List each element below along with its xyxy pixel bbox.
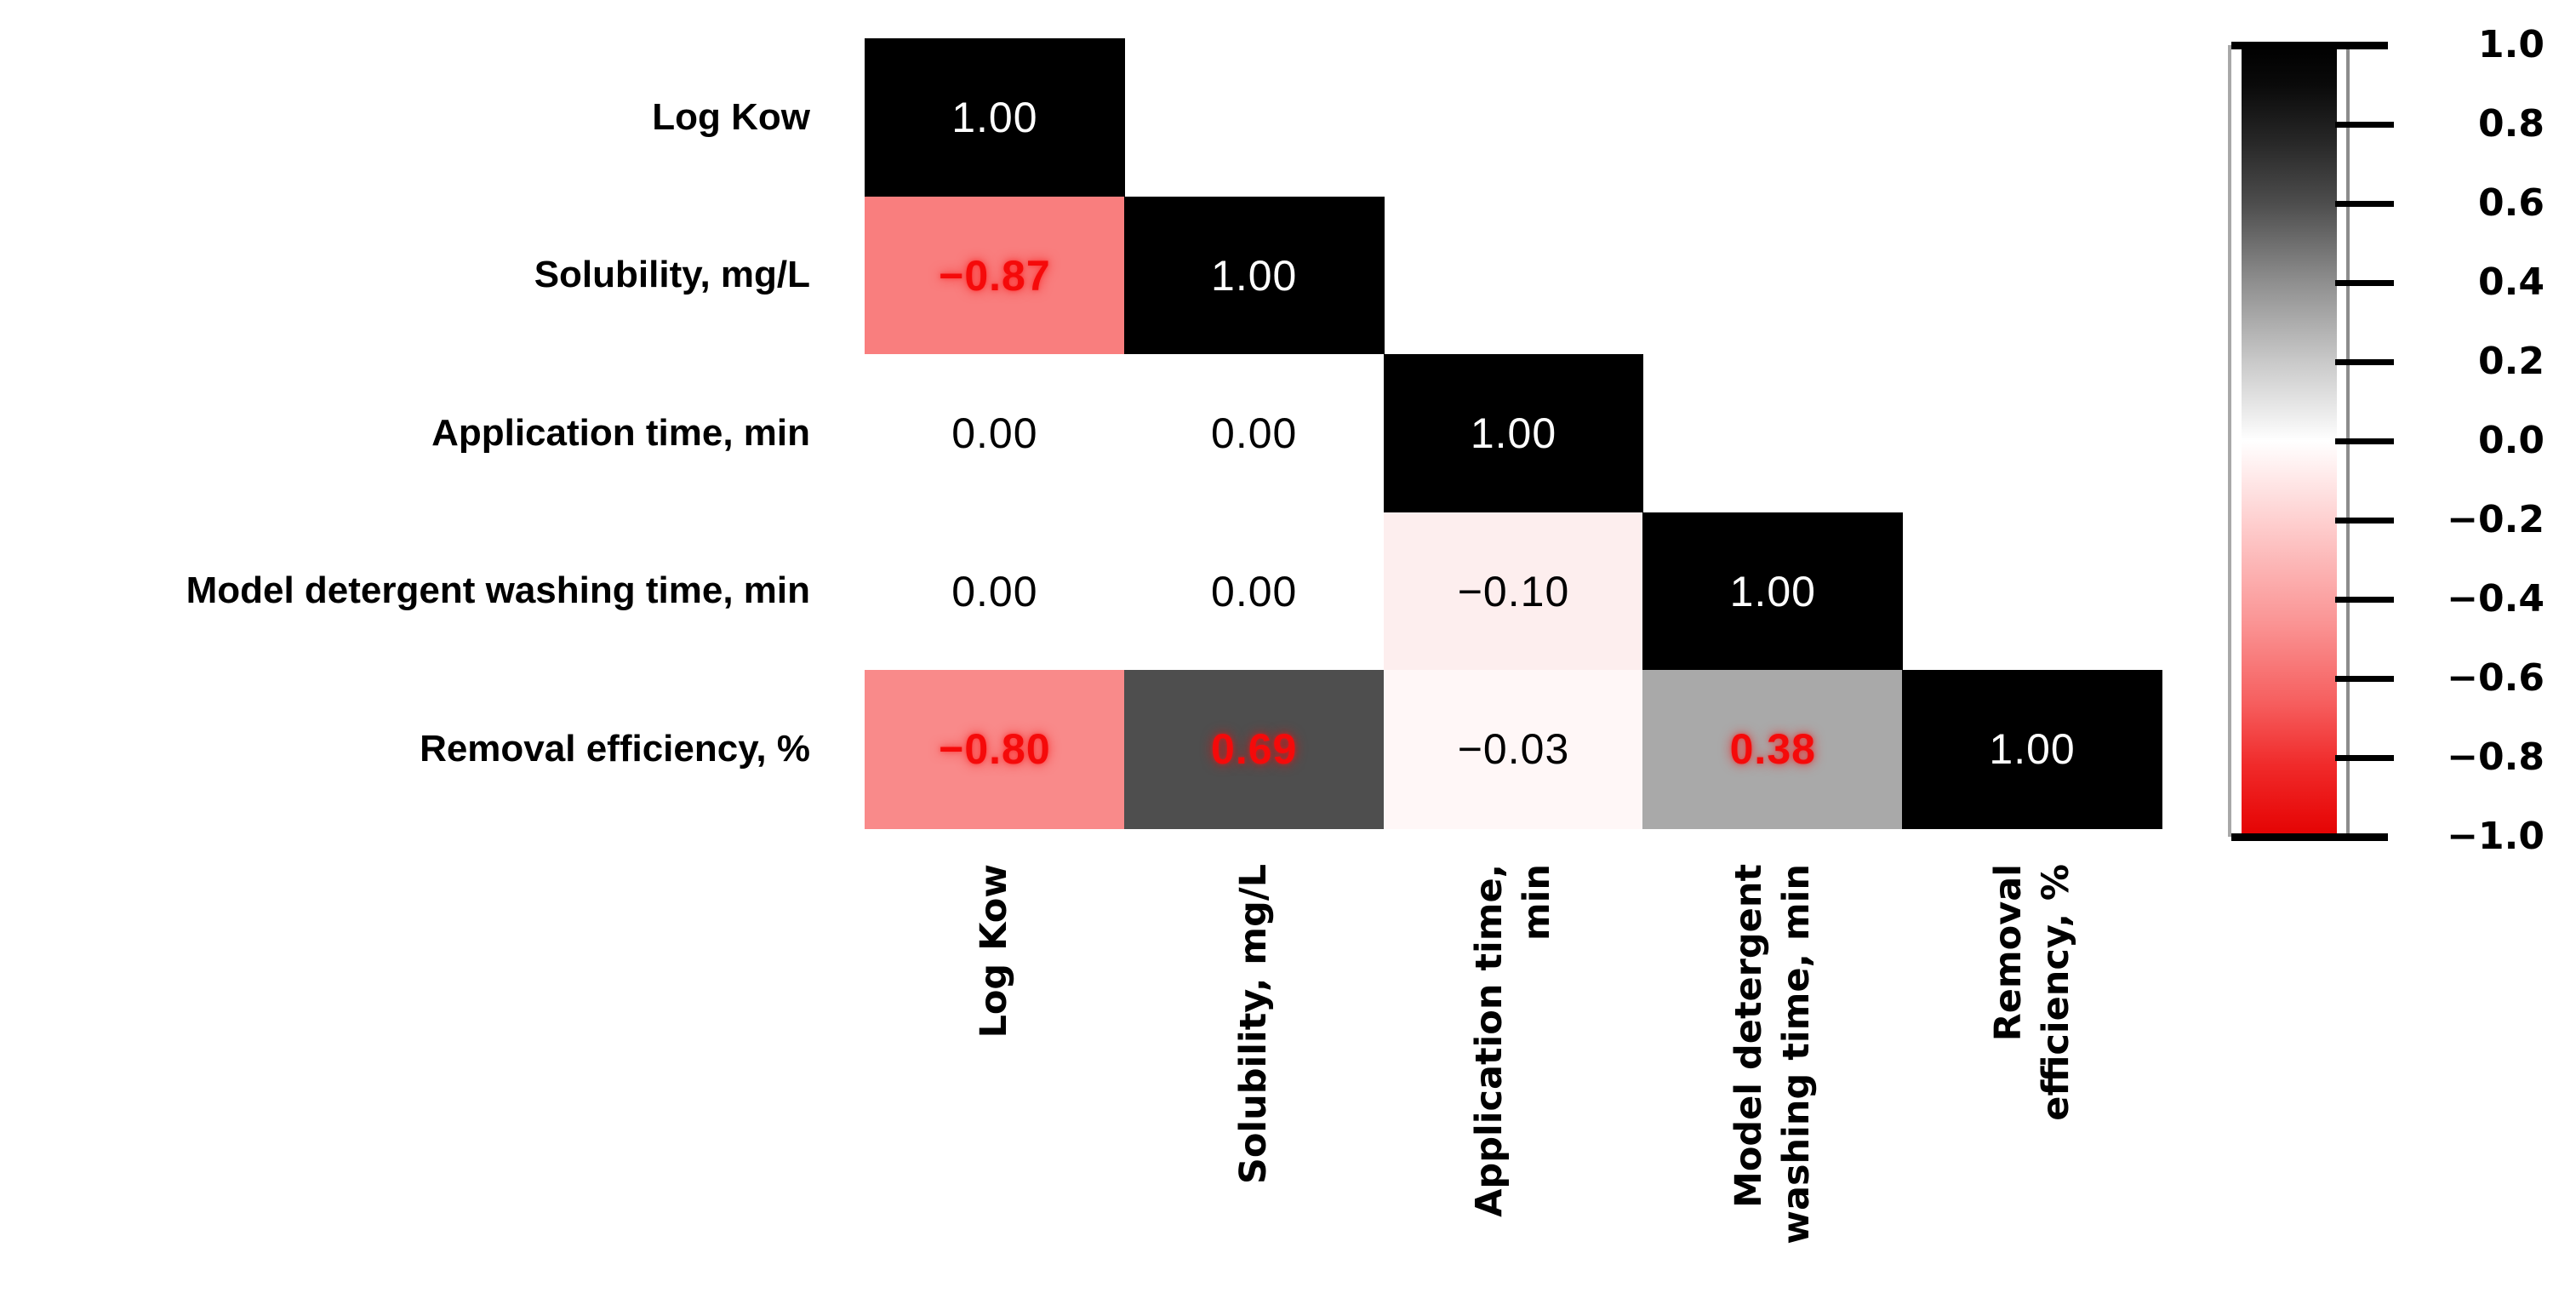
colorbar-tick-label-8: −0.6 bbox=[2447, 656, 2545, 700]
heatmap-cell-r1c0: −0.87 bbox=[865, 196, 1125, 355]
heatmap-cell-r4c4: 1.00 bbox=[1902, 670, 2162, 829]
cell-value: 0.00 bbox=[951, 567, 1038, 615]
cell-value: −0.10 bbox=[1457, 567, 1570, 615]
cell-value: 1.00 bbox=[951, 94, 1038, 142]
cell-value: 0.00 bbox=[1211, 567, 1298, 615]
colorbar-tick-8 bbox=[2335, 675, 2394, 682]
colorbar-tick-label-2: 0.6 bbox=[2478, 181, 2545, 225]
colorbar-tick-label-1: 0.8 bbox=[2478, 102, 2545, 146]
cell-value: 0.69 bbox=[1211, 725, 1298, 774]
cell-value: −0.87 bbox=[939, 251, 1051, 300]
cell-value: 1.00 bbox=[1989, 725, 2076, 774]
cell-value: 0.00 bbox=[1211, 409, 1298, 458]
column-label-2: Application time, min bbox=[1468, 864, 1558, 1217]
colorbar-tick-label-10: −1.0 bbox=[2447, 815, 2545, 858]
heatmap-cell-r4c3: 0.38 bbox=[1642, 670, 1904, 829]
colorbar-tick-label-3: 0.4 bbox=[2478, 260, 2545, 304]
row-label-3: Model detergent washing time, min bbox=[186, 569, 810, 612]
cell-value: 0.00 bbox=[951, 409, 1038, 458]
cell-value: −0.03 bbox=[1457, 725, 1570, 774]
heatmap-cell-r3c0: 0.00 bbox=[865, 512, 1125, 671]
column-label-1: Solubility, mg/L bbox=[1232, 864, 1276, 1185]
heatmap-cell-r4c1: 0.69 bbox=[1123, 670, 1385, 829]
colorbar-tick-3 bbox=[2335, 279, 2394, 286]
heatmap-cell-r4c0: −0.80 bbox=[865, 670, 1125, 829]
cell-value: 1.00 bbox=[1211, 251, 1298, 300]
heatmap-cell-r1c1: 1.00 bbox=[1123, 196, 1385, 355]
cell-value: 1.00 bbox=[1729, 567, 1816, 615]
colorbar-tick-4 bbox=[2335, 358, 2394, 365]
heatmap-cell-r2c0: 0.00 bbox=[865, 354, 1125, 513]
column-label-3: Model detergent washing time, min bbox=[1727, 864, 1818, 1244]
row-label-2: Application time, min bbox=[431, 411, 810, 454]
colorbar-tick-label-4: 0.2 bbox=[2478, 340, 2545, 383]
colorbar-left-spine bbox=[2228, 45, 2231, 837]
colorbar-tick-9 bbox=[2335, 754, 2394, 761]
row-label-4: Removal efficiency, % bbox=[420, 727, 810, 770]
heatmap-cell-r2c1: 0.00 bbox=[1123, 354, 1385, 513]
cell-value: −0.80 bbox=[939, 725, 1051, 774]
colorbar-gradient bbox=[2242, 45, 2337, 837]
colorbar-tick-1 bbox=[2335, 121, 2394, 128]
heatmap-cell-r2c2: 1.00 bbox=[1383, 354, 1644, 513]
row-label-0: Log Kow bbox=[652, 95, 810, 138]
colorbar-tick-6 bbox=[2335, 517, 2394, 524]
row-label-1: Solubility, mg/L bbox=[534, 254, 810, 296]
column-label-4: Removal efficiency, % bbox=[1986, 864, 2077, 1121]
colorbar-tick-5 bbox=[2335, 438, 2394, 444]
colorbar-tick-label-5: 0.0 bbox=[2478, 419, 2545, 462]
cell-value: 0.38 bbox=[1729, 725, 1816, 774]
heatmap-cell-r3c3: 1.00 bbox=[1642, 512, 1904, 671]
heatmap-cell-r3c2: −0.10 bbox=[1383, 512, 1644, 671]
colorbar-tick-2 bbox=[2335, 200, 2394, 207]
colorbar-tick-label-7: −0.4 bbox=[2447, 577, 2545, 621]
heatmap-cell-r3c1: 0.00 bbox=[1123, 512, 1385, 671]
colorbar-tick-label-6: −0.2 bbox=[2447, 498, 2545, 541]
cell-value: 1.00 bbox=[1470, 409, 1557, 458]
colorbar-tick-label-0: 1.0 bbox=[2478, 23, 2545, 66]
colorbar-top-cap bbox=[2231, 41, 2388, 49]
colorbar-bottom-cap bbox=[2231, 833, 2388, 841]
colorbar-tick-7 bbox=[2335, 596, 2394, 603]
heatmap-cell-r0c0: 1.00 bbox=[865, 38, 1125, 197]
column-label-0: Log Kow bbox=[973, 864, 1016, 1038]
colorbar-tick-label-9: −0.8 bbox=[2447, 735, 2545, 779]
heatmap-cell-r4c2: −0.03 bbox=[1383, 670, 1644, 829]
